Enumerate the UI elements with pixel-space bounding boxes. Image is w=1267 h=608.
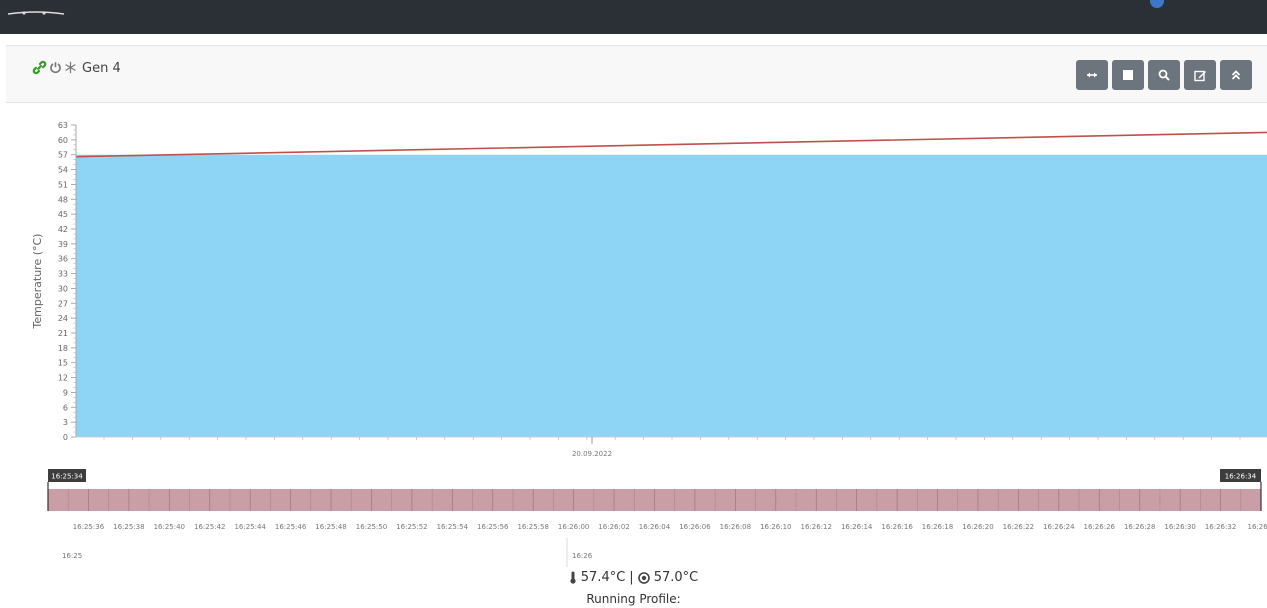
navigator-tick-label: 16:26:32 bbox=[1205, 523, 1236, 531]
y-axis-label: Temperature (°C) bbox=[31, 234, 44, 330]
link-icon bbox=[32, 60, 47, 75]
chart-toolbar bbox=[1076, 60, 1252, 90]
navigator-start-label: 16:25:34 bbox=[51, 473, 83, 481]
temperature-readout: 57.4°C | 57.0°C bbox=[0, 570, 1267, 588]
y-tick-label: 39 bbox=[58, 240, 68, 249]
readout-separator: | bbox=[629, 570, 634, 585]
navigator-tick-label: 16:25:36 bbox=[73, 523, 105, 531]
navigator-grid bbox=[67, 489, 1242, 511]
collapse-icon bbox=[1231, 70, 1241, 80]
minute-label-start: 16:25 bbox=[62, 552, 82, 560]
status-icons bbox=[32, 60, 77, 75]
y-tick-label: 27 bbox=[58, 299, 68, 308]
stop-icon bbox=[1123, 70, 1133, 80]
chart-series bbox=[75, 131, 1267, 437]
navigator-tick-label: 16:25:54 bbox=[437, 523, 469, 531]
sensor-temperature: 57.4°C bbox=[580, 570, 626, 585]
thermometer-icon bbox=[570, 571, 576, 584]
y-tick-label: 6 bbox=[63, 403, 68, 412]
edit-icon bbox=[1193, 70, 1206, 81]
collapse-button[interactable] bbox=[1220, 60, 1252, 90]
navigator-end-label: 16:26:34 bbox=[1225, 473, 1257, 481]
y-tick-label: 36 bbox=[58, 255, 68, 264]
target-temperature-line bbox=[75, 131, 1267, 158]
expand-horizontal-button[interactable] bbox=[1076, 60, 1108, 90]
navigator-tick-label: 16:26:16 bbox=[881, 523, 913, 531]
minute-label-end: 16:26 bbox=[572, 552, 593, 560]
navigator-tick-label: 16:25:48 bbox=[315, 523, 346, 531]
y-tick-label: 60 bbox=[58, 136, 68, 145]
y-tick-label: 30 bbox=[58, 284, 68, 293]
navigator-tick-label: 16:26:10 bbox=[760, 523, 791, 531]
logo-icon bbox=[7, 11, 65, 15]
y-tick-label: 63 bbox=[58, 121, 68, 130]
navigator-tick-label: 16:25:42 bbox=[194, 523, 225, 531]
running-profile: Running Profile: bbox=[586, 592, 681, 606]
y-tick-label: 15 bbox=[58, 359, 68, 368]
navigator-tick-label: 16:26:28 bbox=[1124, 523, 1155, 531]
stop-button[interactable] bbox=[1112, 60, 1144, 90]
navigator-tick-label: 16:26:04 bbox=[639, 523, 671, 531]
y-tick-label: 12 bbox=[58, 374, 68, 383]
navigator-tick-label: 16:26:3 bbox=[1248, 523, 1267, 531]
time-navigator[interactable]: 16:25:34 16:26:34 16:25:36 16:25:38 16:25:… bbox=[0, 462, 1267, 567]
power-icon bbox=[50, 62, 61, 74]
snowflake-icon bbox=[65, 61, 76, 74]
y-tick-label: 45 bbox=[58, 210, 68, 219]
navigator-tick-label: 16:25:58 bbox=[517, 523, 548, 531]
navigator-tick-label: 16:26:30 bbox=[1164, 523, 1195, 531]
navigator-tick-label: 16:26:18 bbox=[922, 523, 953, 531]
navigator-tick-label: 16:25:40 bbox=[154, 523, 185, 531]
y-tick-label: 51 bbox=[58, 180, 68, 189]
expand-horizontal-icon bbox=[1087, 72, 1097, 78]
y-tick-label: 9 bbox=[63, 388, 68, 397]
top-navbar bbox=[0, 0, 1267, 34]
navigator-tick-label: 16:26:14 bbox=[841, 523, 873, 531]
navigator-end-handle[interactable]: 16:26:34 bbox=[1220, 469, 1262, 511]
x-axis-minor-ticks bbox=[103, 437, 1241, 444]
navigator-tick-label: 16:25:44 bbox=[234, 523, 266, 531]
target-icon bbox=[637, 571, 650, 584]
y-tick-label: 54 bbox=[58, 166, 68, 175]
navigator-tick-label: 16:25:50 bbox=[356, 523, 387, 531]
user-status-indicator[interactable] bbox=[1150, 0, 1164, 8]
y-tick-label: 33 bbox=[58, 270, 68, 279]
y-tick-label: 21 bbox=[58, 329, 68, 338]
navigator-tick-label: 16:26:20 bbox=[962, 523, 993, 531]
device-header: Gen 4 bbox=[6, 45, 1267, 103]
device-title: Gen 4 bbox=[82, 61, 121, 76]
navigator-tick-label: 16:26:26 bbox=[1084, 523, 1116, 531]
navigator-start-handle[interactable]: 16:25:34 bbox=[47, 469, 86, 511]
y-tick-label: 42 bbox=[58, 225, 68, 234]
y-tick-label: 24 bbox=[58, 314, 68, 323]
y-tick-label: 18 bbox=[58, 344, 68, 353]
y-tick-label: 48 bbox=[58, 195, 68, 204]
navigator-tick-labels: 16:25:36 16:25:38 16:25:40 16:25:42 16:25:44… bbox=[73, 523, 1267, 531]
search-icon bbox=[1158, 69, 1170, 81]
navigator-tick-label: 16:25:56 bbox=[477, 523, 509, 531]
navigator-tick-label: 16:26:24 bbox=[1043, 523, 1075, 531]
y-tick-label: 0 bbox=[63, 433, 68, 442]
edit-button[interactable] bbox=[1184, 60, 1216, 90]
navigator-tick-label: 16:25:38 bbox=[113, 523, 144, 531]
navigator-tick-label: 16:26:08 bbox=[720, 523, 751, 531]
navigator-tick-label: 16:26:22 bbox=[1003, 523, 1034, 531]
navigator-tick-label: 16:26:12 bbox=[801, 523, 832, 531]
y-tick-label: 57 bbox=[58, 151, 68, 160]
temperature-chart[interactable]: 0369121518212427303336394245485154576063… bbox=[0, 103, 1267, 461]
navigator-tick-label: 16:26:00 bbox=[558, 523, 589, 531]
x-axis-date-label: 20.09.2022 bbox=[572, 450, 612, 458]
temperature-area bbox=[76, 154, 1267, 437]
navigator-tick-label: 16:26:02 bbox=[598, 523, 629, 531]
y-tick-label: 3 bbox=[63, 418, 68, 427]
navigator-tick-label: 16:25:52 bbox=[396, 523, 427, 531]
navigator-tick-label: 16:26:06 bbox=[679, 523, 711, 531]
target-temperature: 57.0°C bbox=[653, 570, 699, 585]
navigator-tick-label: 16:25:46 bbox=[275, 523, 307, 531]
search-button[interactable] bbox=[1148, 60, 1180, 90]
